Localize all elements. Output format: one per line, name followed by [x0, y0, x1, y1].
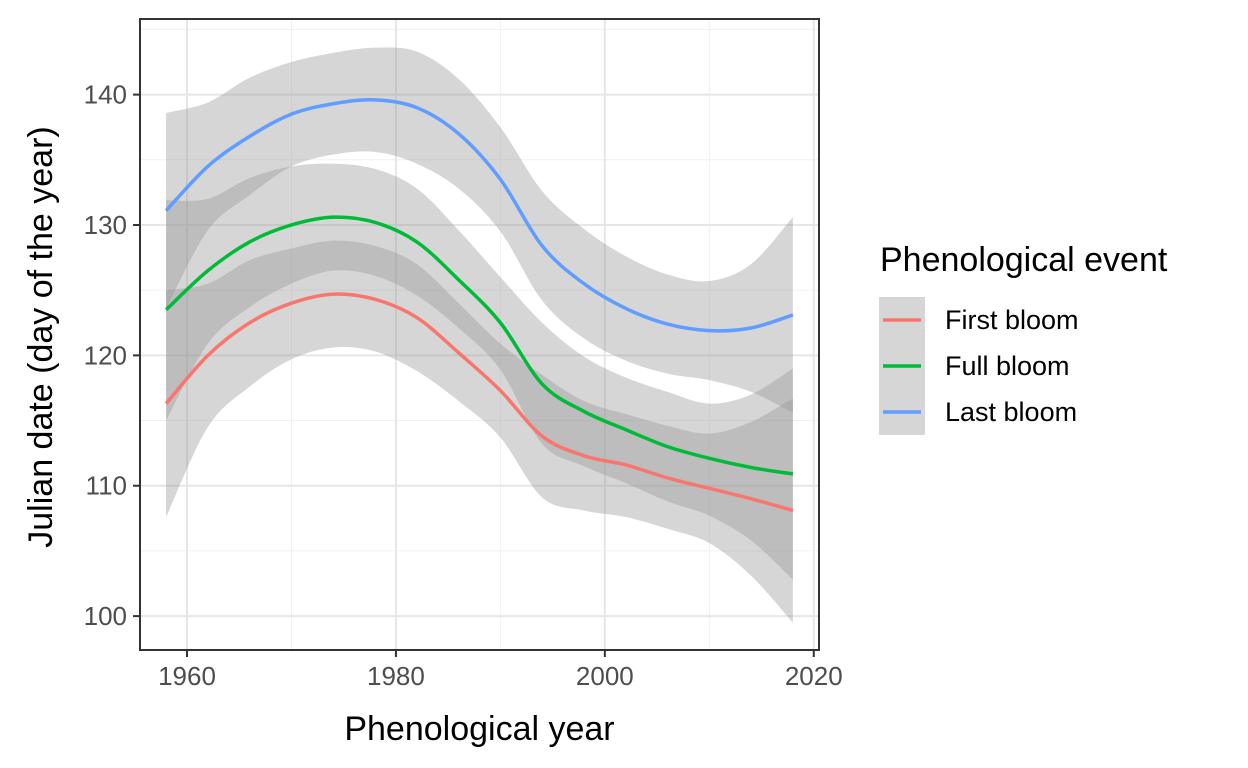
series-line-2 — [164, 97, 794, 333]
plot-panel — [139, 18, 820, 651]
legend-label-1: Full bloom — [945, 351, 1070, 381]
y-axis-title: Julian date (day of the year) — [22, 126, 60, 547]
y-axis: 100 110 120 130 140 — [84, 80, 140, 631]
x-tick-label: 2020 — [785, 661, 843, 691]
x-axis: 1960 1980 2000 2020 — [158, 650, 843, 691]
legend-title: Phenological event — [880, 241, 1168, 279]
y-tick-label: 120 — [84, 340, 127, 370]
legend: Phenological event First bloom Full bloom… — [879, 241, 1168, 435]
panel-border — [139, 18, 820, 651]
x-tick-label: 2000 — [576, 661, 634, 691]
series-line-0 — [164, 292, 794, 513]
band-1 — [166, 163, 793, 580]
y-tick-label: 140 — [84, 80, 127, 110]
legend-label-0: First bloom — [945, 305, 1079, 335]
x-tick-label: 1960 — [158, 661, 216, 691]
y-tick-label: 100 — [84, 601, 127, 631]
band-2 — [166, 47, 793, 413]
x-axis-title: Phenological year — [344, 710, 614, 748]
series-line-1 — [164, 215, 794, 476]
band-0 — [166, 240, 793, 623]
y-tick-label: 130 — [84, 210, 127, 240]
y-tick-label: 110 — [86, 471, 127, 501]
legend-label-2: Last bloom — [945, 397, 1077, 427]
x-tick-label: 1980 — [367, 661, 425, 691]
